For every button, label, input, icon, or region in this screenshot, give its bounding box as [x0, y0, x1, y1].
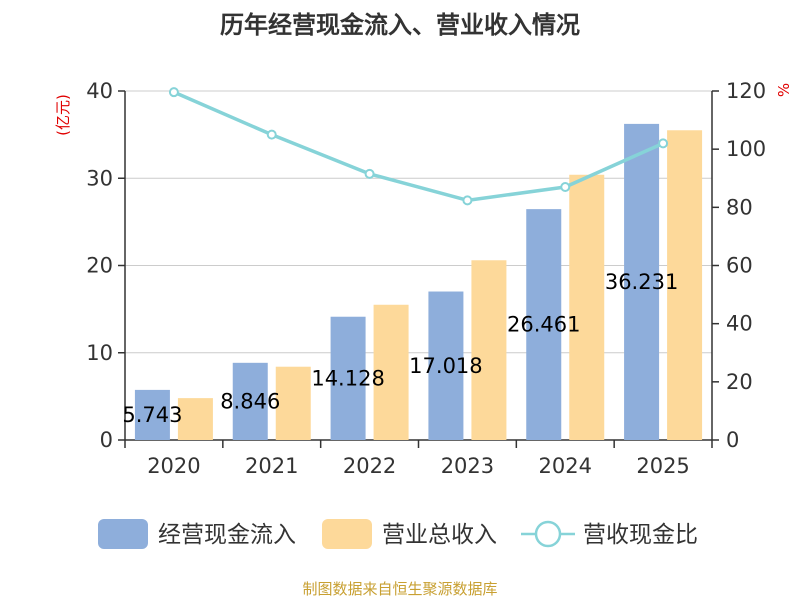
- bar-营业总收入-2020: [177, 398, 213, 440]
- bars: [134, 123, 703, 440]
- bar-营业总收入-2022: [373, 304, 409, 440]
- x-tick-label: 2024: [539, 454, 592, 478]
- source-note: 制图数据来自恒生聚源数据库: [302, 580, 497, 598]
- bar-经营现金流入-2022: [330, 316, 366, 440]
- bar-经营现金流入-2024: [526, 209, 562, 440]
- left-tick-label: 40: [86, 79, 113, 103]
- ratio-line: [168, 87, 669, 206]
- left-axis-unit: (亿元): [54, 94, 72, 136]
- legend-swatch-经营现金流入: [98, 519, 148, 549]
- line-point-2021: [266, 129, 277, 140]
- right-tick-label: 80: [726, 195, 753, 219]
- legend-marker-营收现金比: [534, 520, 562, 548]
- chart-title: 历年经营现金流入、营业收入情况: [220, 11, 580, 39]
- line-point-2022: [364, 168, 375, 179]
- data-label: 14.128: [311, 366, 384, 390]
- line-point-2025: [658, 138, 669, 149]
- right-tick-label: 100: [726, 137, 766, 161]
- right-tick-label: 40: [726, 312, 753, 336]
- legend-label: 经营现金流入: [158, 522, 296, 548]
- legend-swatch-营业总收入: [322, 519, 372, 549]
- bar-经营现金流入-2020: [134, 389, 170, 440]
- left-tick-label: 20: [86, 254, 113, 278]
- bar-经营现金流入-2023: [428, 291, 464, 440]
- bar-经营现金流入-2025: [624, 123, 660, 440]
- data-label: 5.743: [122, 403, 182, 427]
- bar-经营现金流入-2021: [232, 362, 268, 440]
- line-营收现金比: [173, 90, 664, 203]
- line-point-2023: [462, 195, 473, 206]
- data-label: 26.461: [507, 313, 580, 337]
- data-label: 36.231: [605, 270, 678, 294]
- legend-label: 营收现金比: [583, 522, 698, 548]
- right-tick-label: 20: [726, 370, 753, 394]
- right-tick-label: 60: [726, 254, 753, 278]
- right-axis-unit: %: [775, 83, 793, 97]
- left-tick-label: 0: [100, 428, 113, 452]
- legend: 经营现金流入 营业总收入 营收现金比: [98, 519, 698, 549]
- data-labels: 5.743 8.846 14.128 17.018 26.461 36.231: [122, 270, 678, 427]
- legend-label: 营业总收入: [382, 522, 497, 548]
- x-tick-label: 2022: [343, 454, 396, 478]
- bar-营业总收入-2024: [569, 174, 605, 440]
- line-point-2024: [560, 181, 571, 192]
- x-tick-label: 2021: [245, 454, 298, 478]
- left-tick-label: 10: [86, 341, 113, 365]
- bar-营业总收入-2025: [667, 130, 703, 440]
- axes: 0 10 20 30 40 0 20 40 60 80 100 120 2020 2021 2022 2023…: [86, 79, 766, 478]
- bar-营业总收入-2021: [275, 366, 311, 440]
- bar-营业总收入-2023: [471, 260, 507, 440]
- right-tick-label: 120: [726, 79, 766, 103]
- gridlines: [125, 90, 712, 354]
- data-label: 17.018: [409, 354, 482, 378]
- right-tick-label: 0: [726, 428, 739, 452]
- left-tick-label: 30: [86, 166, 113, 190]
- x-tick-label: 2023: [441, 454, 494, 478]
- x-tick-label: 2025: [636, 454, 689, 478]
- data-label: 8.846: [220, 389, 280, 413]
- line-point-2020: [168, 87, 179, 98]
- x-tick-label: 2020: [147, 454, 200, 478]
